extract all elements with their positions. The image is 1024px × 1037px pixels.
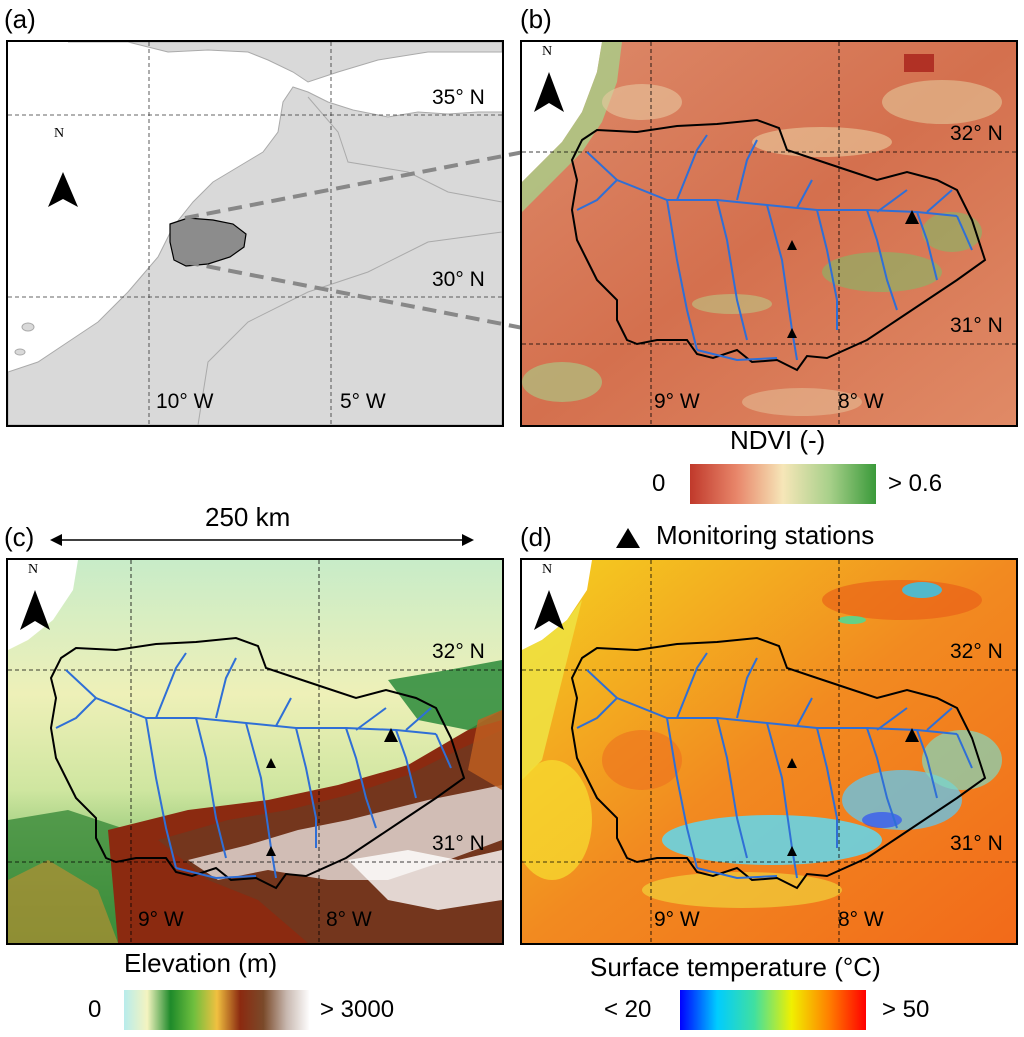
- ndvi-colorbar-min: 0: [652, 470, 666, 497]
- basin-outline: [49, 636, 466, 890]
- panel-d-map: [520, 558, 1018, 945]
- lat-label-d-32: 32° N: [950, 640, 1003, 663]
- lat-label-b-31: 31° N: [950, 314, 1003, 337]
- lon-label-b-8: 8° W: [838, 390, 884, 413]
- station-marker-icon: [787, 240, 797, 250]
- elevation-map: [8, 560, 502, 943]
- lat-label-b-32: 32° N: [950, 122, 1003, 145]
- ndvi-colorbar-max: > 0.6: [888, 470, 943, 497]
- lon-label-a-10: 10° W: [156, 390, 214, 413]
- elevation-colorbar-title: Elevation (m): [124, 948, 278, 978]
- ndvi-map: [522, 42, 1016, 425]
- lon-label-c-9: 9° W: [138, 908, 184, 931]
- scale-bar: [50, 534, 474, 546]
- panel-b-label: (b): [520, 4, 552, 34]
- elevation-colorbar-min: 0: [88, 996, 102, 1023]
- elevation-colorbar: [124, 990, 310, 1030]
- panel-c-label: (c): [4, 522, 35, 552]
- ndvi-colorbar-title: NDVI (-): [730, 425, 826, 455]
- station-marker-icon: [787, 328, 797, 338]
- north-arrow-icon: [534, 590, 564, 630]
- lon-label-d-9: 9° W: [654, 908, 700, 931]
- station-marker-icon: [905, 728, 919, 742]
- lon-label-c-8: 8° W: [326, 908, 372, 931]
- panel-d-label: (d): [520, 522, 552, 552]
- border-line: [197, 231, 502, 425]
- station-marker-icon: [384, 728, 398, 742]
- lon-label-b-9: 9° W: [654, 390, 700, 413]
- legend-stations-label: Monitoring stations: [656, 520, 875, 550]
- lat-label-c-32: 32° N: [432, 640, 485, 663]
- panel-c-map: [6, 558, 504, 945]
- station-marker-icon: [787, 758, 797, 768]
- panel-a-label: (a): [4, 4, 36, 34]
- station-marker-icon: [266, 758, 276, 768]
- border-line: [307, 96, 502, 203]
- basin-outline: [570, 636, 987, 890]
- basin-outline: [169, 217, 247, 267]
- north-arrow-icon: [20, 590, 50, 630]
- temperature-colorbar-min: < 20: [604, 996, 652, 1023]
- lon-label-d-8: 8° W: [838, 908, 884, 931]
- lat-label-a-35: 35° N: [432, 86, 485, 109]
- north-arrow-icon: [48, 172, 78, 207]
- panel-b-map: [520, 40, 1018, 427]
- north-label-d: N: [542, 562, 553, 577]
- river-network: [55, 652, 452, 880]
- panel-a-map: [6, 40, 504, 427]
- elevation-colorbar-max: > 3000: [320, 996, 395, 1023]
- station-marker-icon: [905, 210, 919, 224]
- regional-location-map: [8, 42, 502, 425]
- lat-label-c-31: 31° N: [432, 832, 485, 855]
- river-network: [576, 134, 973, 362]
- lon-label-a-5: 5° W: [340, 390, 386, 413]
- north-label-b: N: [542, 44, 553, 59]
- legend-station-icon: [616, 528, 640, 548]
- ndvi-colorbar: [690, 464, 876, 504]
- north-label-c: N: [28, 562, 39, 577]
- north-arrow-icon: [534, 72, 564, 112]
- station-marker-icon: [787, 846, 797, 856]
- basin-outline: [570, 118, 987, 372]
- lat-label-d-31: 31° N: [950, 832, 1003, 855]
- scale-bar-label: 250 km: [205, 502, 291, 532]
- temperature-map: [522, 560, 1016, 943]
- lat-label-a-30: 30° N: [432, 268, 485, 291]
- land-africa: [8, 86, 502, 425]
- station-marker-icon: [266, 846, 276, 856]
- land-europe: [68, 42, 502, 83]
- temperature-colorbar-title: Surface temperature (°C): [590, 952, 881, 982]
- north-label-a: N: [54, 126, 65, 141]
- temperature-colorbar-max: > 50: [882, 996, 930, 1023]
- river-network: [576, 652, 973, 880]
- temperature-colorbar: [680, 990, 866, 1030]
